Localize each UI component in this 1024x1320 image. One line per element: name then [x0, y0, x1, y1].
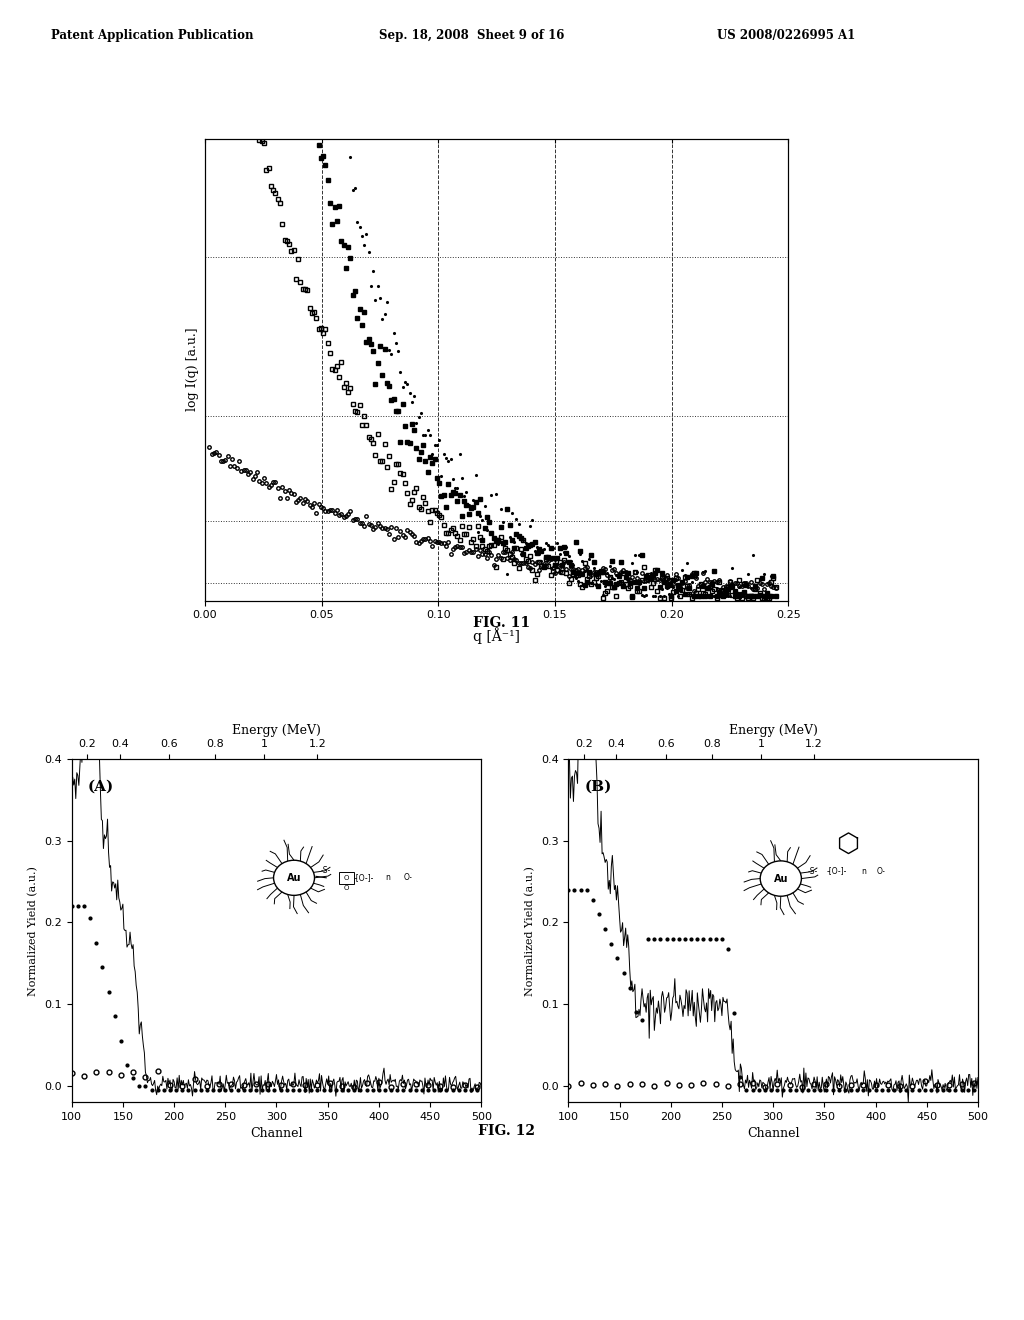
X-axis label: Energy (MeV): Energy (MeV)	[232, 723, 321, 737]
Bar	[339, 873, 354, 883]
Text: -S-: -S-	[322, 866, 332, 875]
Text: US 2008/0226995 A1: US 2008/0226995 A1	[717, 29, 855, 42]
Text: n: n	[385, 874, 390, 882]
Text: Sep. 18, 2008  Sheet 9 of 16: Sep. 18, 2008 Sheet 9 of 16	[379, 29, 564, 42]
Ellipse shape	[760, 861, 802, 896]
X-axis label: Channel: Channel	[746, 1127, 800, 1140]
Text: n: n	[861, 867, 865, 875]
X-axis label: Energy (MeV): Energy (MeV)	[729, 723, 817, 737]
Text: (A): (A)	[88, 780, 115, 793]
Text: Au: Au	[773, 874, 788, 883]
Text: O-: O-	[877, 867, 886, 875]
Text: Patent Application Publication: Patent Application Publication	[51, 29, 254, 42]
X-axis label: Channel: Channel	[250, 1127, 303, 1140]
X-axis label: q [Å⁻¹]: q [Å⁻¹]	[473, 627, 520, 644]
Y-axis label: Normalized Yield (a.u.): Normalized Yield (a.u.)	[525, 866, 536, 995]
Text: -[O-]-: -[O-]-	[826, 867, 847, 875]
Text: O: O	[344, 875, 349, 880]
Text: O: O	[344, 884, 349, 891]
Text: FIG. 12: FIG. 12	[478, 1125, 536, 1138]
Text: Au: Au	[287, 873, 301, 883]
Y-axis label: Normalized Yield (a.u.): Normalized Yield (a.u.)	[29, 866, 39, 995]
Text: FIG. 11: FIG. 11	[473, 616, 530, 630]
Text: O-: O-	[403, 874, 413, 882]
Text: (B): (B)	[585, 780, 612, 793]
Text: -S-: -S-	[808, 867, 818, 875]
Y-axis label: log I(q) [a.u.]: log I(q) [a.u.]	[186, 327, 200, 412]
Ellipse shape	[273, 861, 314, 895]
Text: -[O-]-: -[O-]-	[354, 874, 375, 882]
